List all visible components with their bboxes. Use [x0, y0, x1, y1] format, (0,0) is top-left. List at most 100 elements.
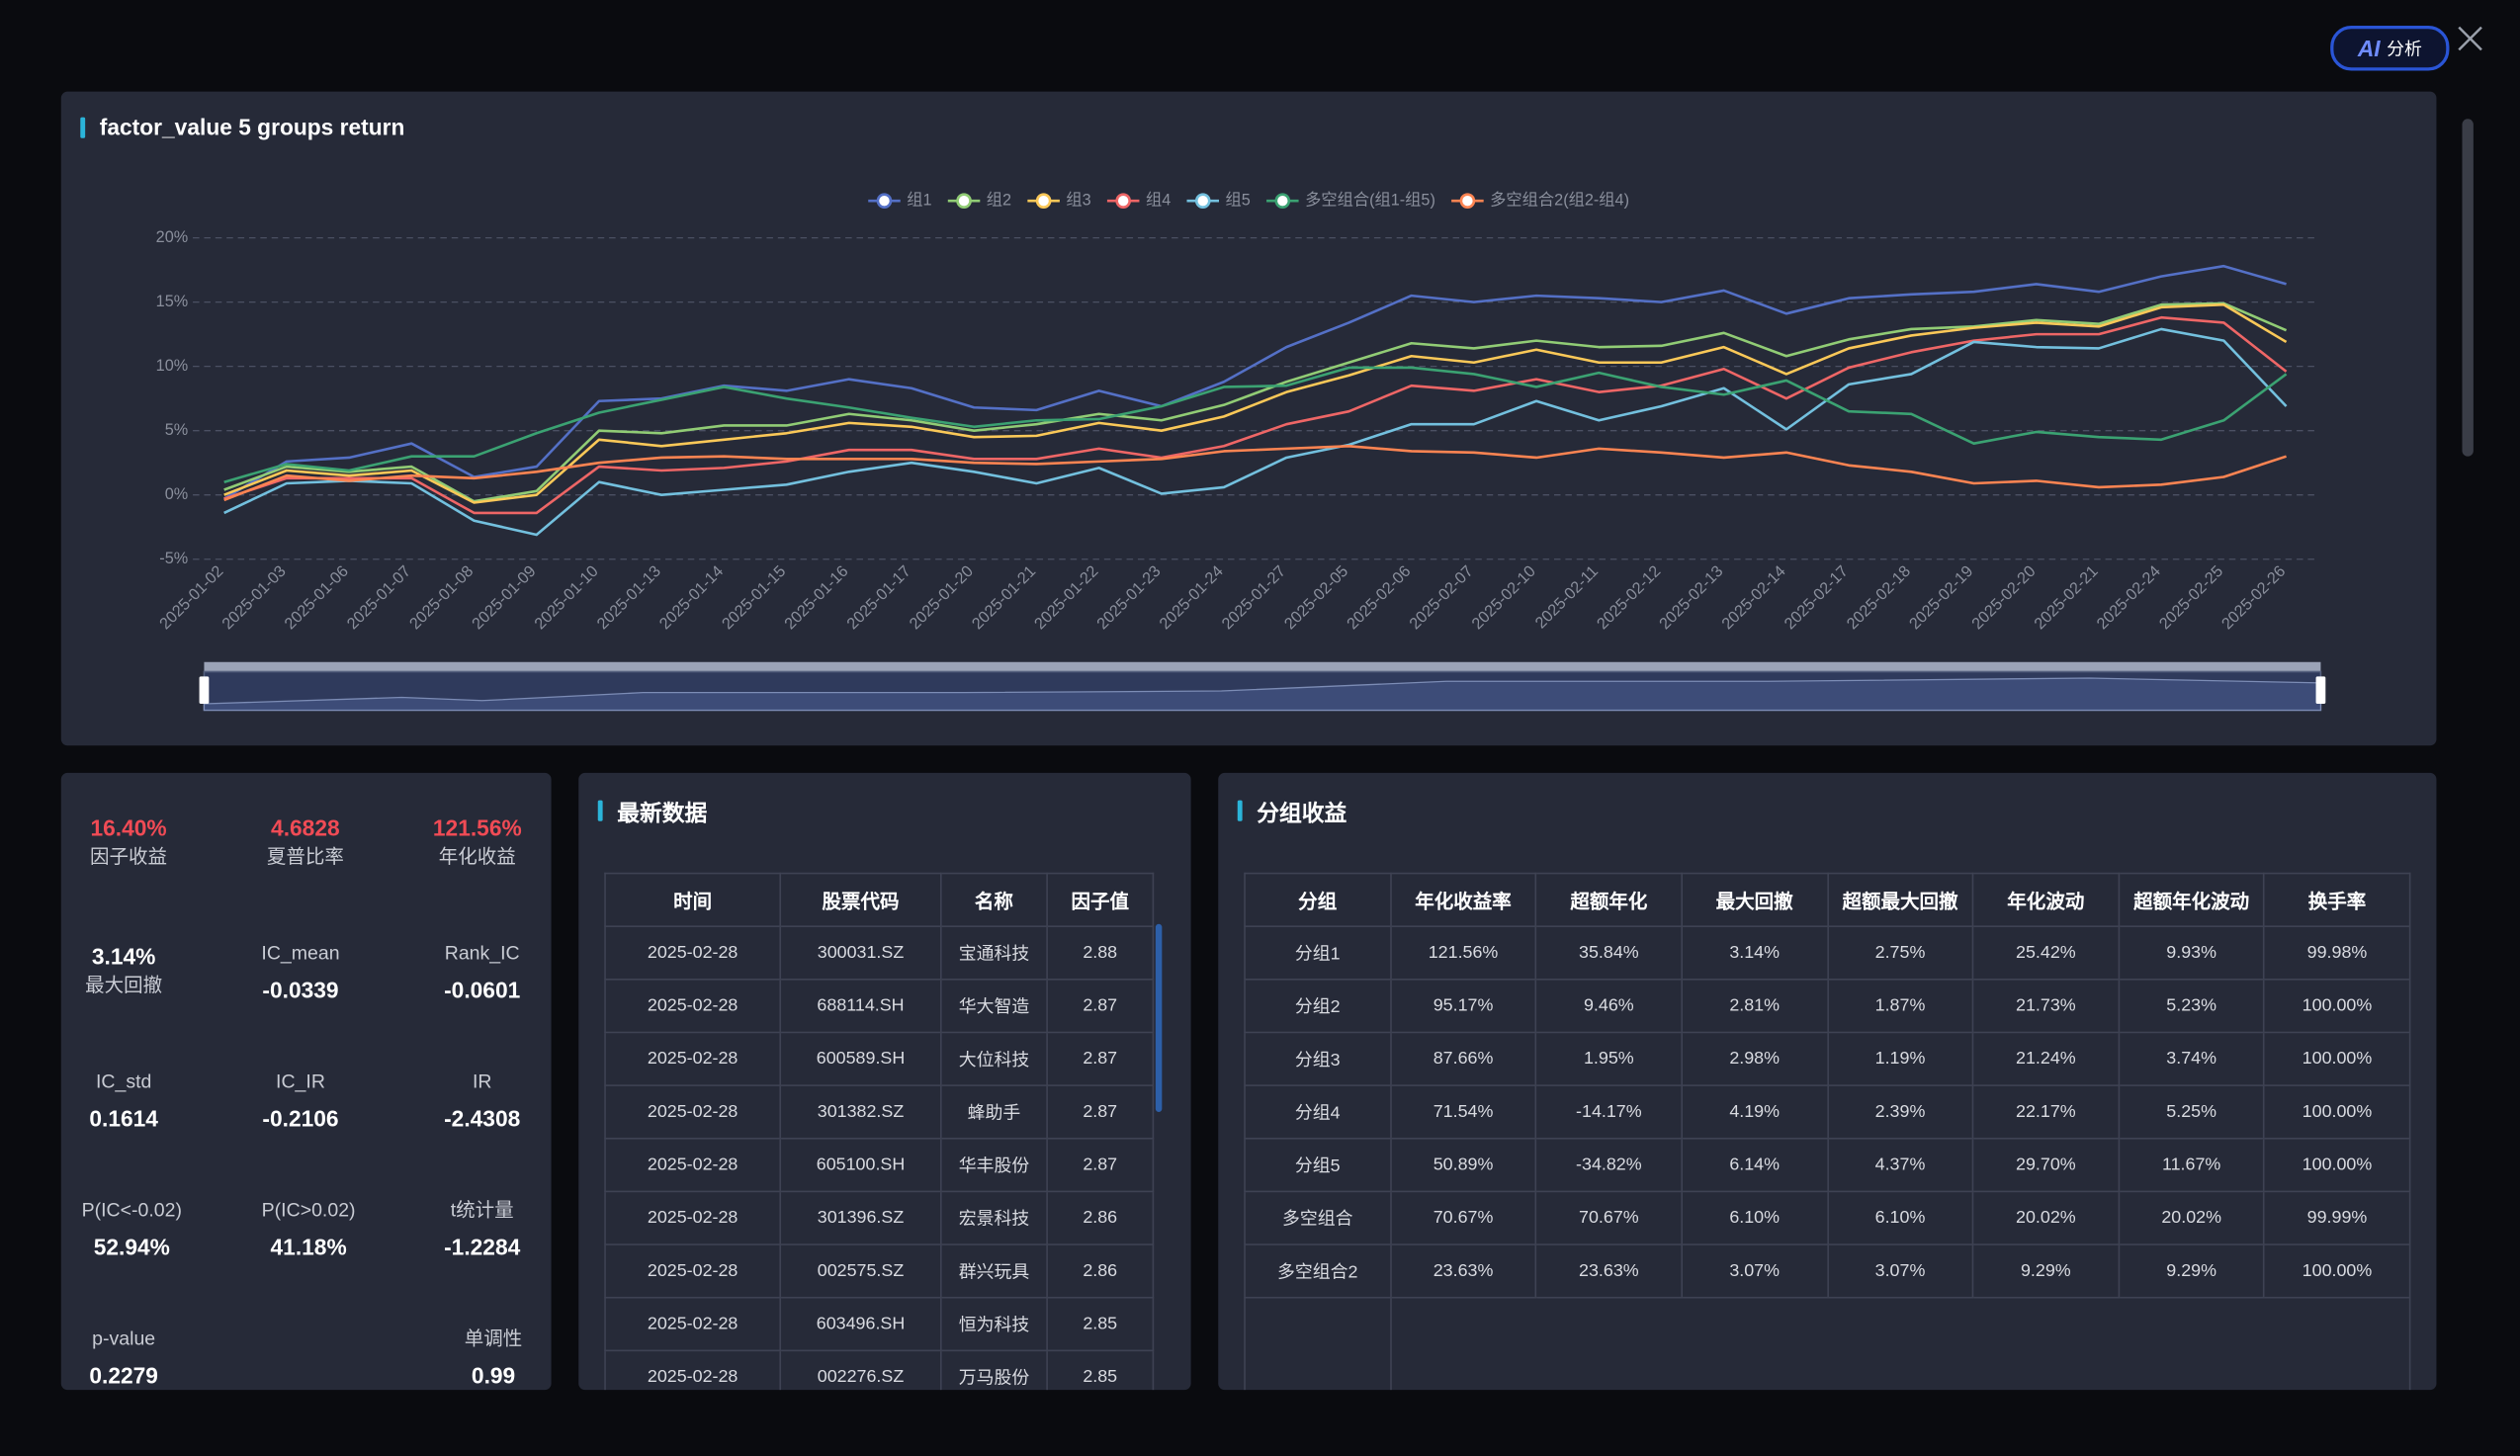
table-cell: 121.56% [1389, 925, 1537, 981]
table-cell: 宏景科技 [939, 1190, 1048, 1245]
column-header: 年化波动 [1971, 872, 2120, 927]
stat-value: 0.2279 [89, 1362, 158, 1389]
table-cell: 2.87 [1046, 1137, 1155, 1193]
close-button[interactable] [2456, 24, 2484, 52]
x-tick-label: 2025-02-06 [1344, 562, 1415, 634]
table-cell: 100.00% [2263, 1084, 2411, 1140]
legend-item[interactable]: 组4 [1106, 192, 1171, 210]
scrollbar[interactable] [2462, 97, 2474, 1383]
table-row: 2025-02-28 002276.SZ 万马股份 2.85 [604, 1349, 1155, 1391]
legend-marker [1035, 193, 1052, 210]
stat-value: 16.40% [90, 814, 167, 841]
column-header: 换手率 [2263, 872, 2411, 927]
legend-marker [956, 193, 972, 210]
table-cell: 分组3 [1244, 1031, 1392, 1086]
legend-item[interactable]: 组5 [1186, 192, 1251, 210]
x-tick-label: 2025-02-13 [1656, 562, 1727, 634]
x-tick-label: 2025-02-18 [1844, 562, 1915, 634]
y-tick-label: 15% [156, 293, 189, 310]
table-cell: 2.87 [1046, 1031, 1155, 1086]
stat-item: p-value 0.2279 [61, 1325, 213, 1391]
legend-item[interactable]: 多空组合(组1-组5) [1266, 192, 1435, 210]
column-header: 时间 [604, 872, 782, 927]
table-cell: 71.54% [1389, 1084, 1537, 1140]
x-tick-label: 2025-02-14 [1718, 562, 1789, 634]
table-cell: 9.29% [2118, 1243, 2266, 1299]
stat-value: -1.2284 [444, 1234, 521, 1260]
stat-item: IC_IR -0.2106 [213, 1067, 390, 1133]
legend-item[interactable]: 组3 [1027, 192, 1091, 210]
ai-analysis-button[interactable]: AI 分析 [2330, 26, 2450, 71]
table-cell: 2.86 [1046, 1190, 1155, 1245]
chart-title: factor_value 5 groups return [80, 114, 404, 139]
table-cell: 分组2 [1244, 979, 1392, 1034]
stat-value: 4.6828 [271, 814, 340, 841]
table-cell: 6.10% [1681, 1190, 1829, 1245]
table-cell: 2025-02-28 [604, 1137, 782, 1193]
stat-item: 3.14% 最大回撤 [61, 942, 213, 1000]
x-tick-label: 2025-01-03 [218, 562, 290, 634]
table-row: 2025-02-28 002575.SZ 群兴玩具 2.86 [604, 1243, 1155, 1299]
stat-value: 3.14% [91, 943, 156, 970]
table-header: 时间 股票代码 名称 因子值 [604, 872, 1155, 927]
x-tick-label: 2025-02-05 [1281, 562, 1352, 634]
x-tick-label: 2025-02-20 [1968, 562, 2040, 634]
table-scrollbar[interactable] [1155, 923, 1163, 1112]
y-tick-label: 5% [165, 421, 189, 439]
table-cell: 6.10% [1826, 1190, 1974, 1245]
table-cell: 20.02% [1971, 1190, 2120, 1245]
x-tick-label: 2025-02-26 [2218, 562, 2290, 634]
table-cell: 70.67% [1534, 1190, 1683, 1245]
empty-cell [1244, 1296, 1392, 1391]
data-zoom-slider[interactable] [199, 661, 2326, 712]
table-cell: 1.95% [1534, 1031, 1683, 1086]
ai-button-label: 分析 [2387, 40, 2422, 60]
stat-item: P(IC>0.02) 41.18% [220, 1195, 397, 1261]
table-cell: 21.24% [1971, 1031, 2120, 1086]
x-tick-label: 2025-01-07 [344, 562, 415, 634]
x-tick-label: 2025-01-13 [593, 562, 664, 634]
table-row: 2025-02-28 301396.SZ 宏景科技 2.86 [604, 1190, 1155, 1245]
legend-item[interactable]: 多空组合2(组2-组4) [1451, 192, 1629, 210]
stat-value: -0.2106 [262, 1105, 339, 1132]
legend-item[interactable]: 组2 [947, 192, 1011, 210]
table-cell: 1.87% [1826, 979, 1974, 1034]
x-tick-label: 2025-01-20 [907, 562, 978, 634]
x-tick-label: 2025-01-17 [843, 562, 914, 634]
stat-item: 16.40% 因子收益 [61, 814, 217, 872]
table-cell: 9.29% [1971, 1243, 2120, 1299]
table-cell: 2025-02-28 [604, 1190, 782, 1245]
x-tick-label: 2025-01-06 [281, 562, 352, 634]
stat-label: p-value [92, 1327, 156, 1350]
stat-value: -0.0601 [444, 977, 521, 1003]
chart-panel: factor_value 5 groups return [60, 91, 2437, 746]
legend-label: 多空组合(组1-组5) [1305, 192, 1435, 210]
table-row: 2025-02-28 605100.SH 华丰股份 2.87 [604, 1137, 1155, 1193]
table-cell: 2.87 [1046, 1084, 1155, 1140]
table-cell: 002575.SZ [779, 1243, 942, 1299]
column-header: 超额年化 [1534, 872, 1683, 927]
table-cell: 2.39% [1826, 1084, 1974, 1140]
table-cell: 002276.SZ [779, 1349, 942, 1391]
latest-title: 最新数据 [597, 797, 707, 829]
legend-label: 组2 [987, 192, 1011, 210]
stat-value: 0.99 [471, 1362, 516, 1389]
table-cell: 50.89% [1389, 1137, 1537, 1193]
table-cell: 95.17% [1389, 979, 1537, 1034]
legend-marker [1459, 193, 1476, 210]
table-cell: 2.81% [1681, 979, 1829, 1034]
table-cell: 301382.SZ [779, 1084, 942, 1140]
table-cell: 3.07% [1826, 1243, 1974, 1299]
table-cell: 2.85 [1046, 1349, 1155, 1391]
legend-item[interactable]: 组1 [868, 192, 932, 210]
legend-label: 组5 [1226, 192, 1251, 210]
group-table: 分组 年化收益率 超额年化 最大回撤 超额最大回撤 年化波动 超额年化波动 换手率 分组1 121… [1244, 872, 2411, 1391]
stat-label: IC_mean [261, 941, 340, 965]
table-cell: 宝通科技 [939, 925, 1048, 981]
series-line [223, 444, 2287, 502]
x-tick-label: 2025-02-11 [1531, 562, 1602, 633]
table-cell: 大位科技 [939, 1031, 1048, 1086]
table-cell: 3.14% [1681, 925, 1829, 981]
